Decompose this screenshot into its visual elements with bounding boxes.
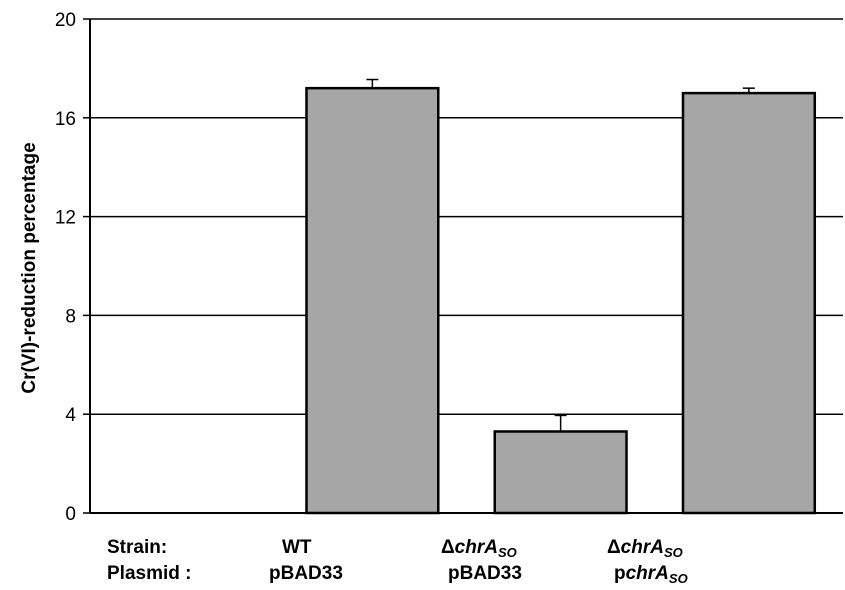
bar bbox=[681, 91, 817, 515]
y-tick-label: 8 bbox=[65, 306, 76, 327]
category-label-wt-plasmid: pBAD33 bbox=[269, 563, 343, 584]
bar bbox=[493, 430, 628, 515]
plasmid-row-label: Plasmid : bbox=[107, 563, 192, 584]
category-label-complement-plasmid: pchrASO bbox=[614, 563, 688, 590]
category-label-wt-strain: WT bbox=[282, 537, 312, 558]
y-axis-label: Cr(VI)-reduction percentage bbox=[19, 142, 40, 393]
y-tick-label: 16 bbox=[55, 109, 76, 130]
bar bbox=[305, 86, 440, 515]
complement-plasmid-text: pchrASO bbox=[614, 563, 688, 586]
complement-strain-text: ΔchrASO bbox=[607, 537, 683, 560]
category-label-mutant-plasmid: pBAD33 bbox=[448, 563, 522, 584]
category-label-complement-strain: ΔchrASO bbox=[607, 537, 683, 564]
y-tick-label: 0 bbox=[65, 504, 76, 525]
mutant-strain-text: ΔchrASO bbox=[441, 537, 517, 560]
strain-row-label: Strain: bbox=[107, 537, 168, 558]
category-label-mutant-strain: ΔchrASO bbox=[441, 537, 517, 564]
y-tick-label: 12 bbox=[55, 208, 76, 229]
y-tick-label: 20 bbox=[55, 10, 76, 31]
y-tick-label: 4 bbox=[65, 405, 76, 426]
